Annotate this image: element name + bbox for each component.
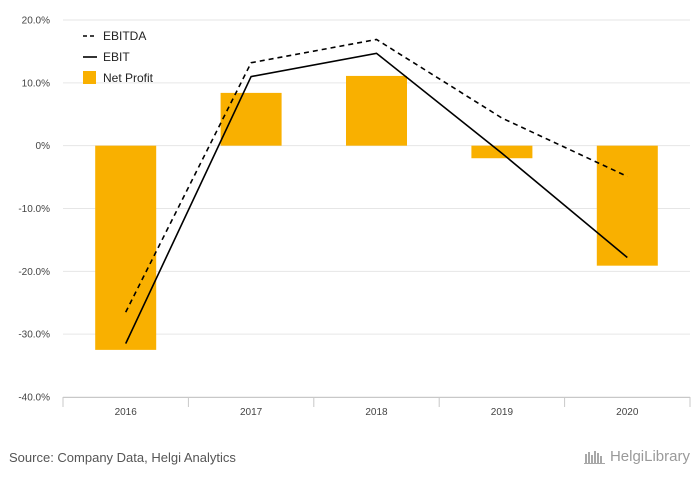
x-tick-label: 2017 [240, 407, 263, 418]
library-icon [583, 450, 605, 464]
legend-item-net-profit-label: Net Profit [103, 71, 154, 85]
x-tick-label: 2019 [491, 407, 514, 418]
brand-name: HelgiLibrary [609, 448, 690, 465]
legend-item-ebitda-label: EBITDA [103, 29, 146, 43]
x-tick-label: 2016 [115, 407, 138, 418]
chart: 20.0% 10.0% 0% -10.0% -20.0% -30.0% -40.0% 2016… [18, 16, 691, 418]
y-tick-label: -40.0% [18, 393, 50, 404]
legend-item-ebit-label: EBIT [103, 50, 130, 64]
y-tick-label: -10.0% [18, 204, 50, 215]
bar-net-profit [346, 75, 407, 146]
bar-net-profit [471, 145, 533, 159]
line-ebit [124, 52, 628, 344]
y-tick-label: 10.0% [22, 78, 50, 89]
bar-net-profit [220, 92, 282, 146]
brand-logo: HelgiLibrary [583, 448, 690, 465]
y-tick-label: -30.0% [18, 330, 50, 341]
y-tick-label: -20.0% [18, 267, 50, 278]
line-ebitda [124, 38, 628, 313]
y-tick-label: 0% [36, 141, 51, 152]
y-tick-label: 20.0% [22, 16, 50, 27]
bar-net-profit [596, 145, 658, 266]
legend-item-net-profit-swatch [83, 71, 96, 84]
x-tick-label: 2018 [365, 407, 388, 418]
bar-net-profit [95, 145, 157, 350]
x-tick-label: 2020 [616, 407, 639, 418]
source-note: Source: Company Data, Helgi Analytics [9, 450, 236, 465]
